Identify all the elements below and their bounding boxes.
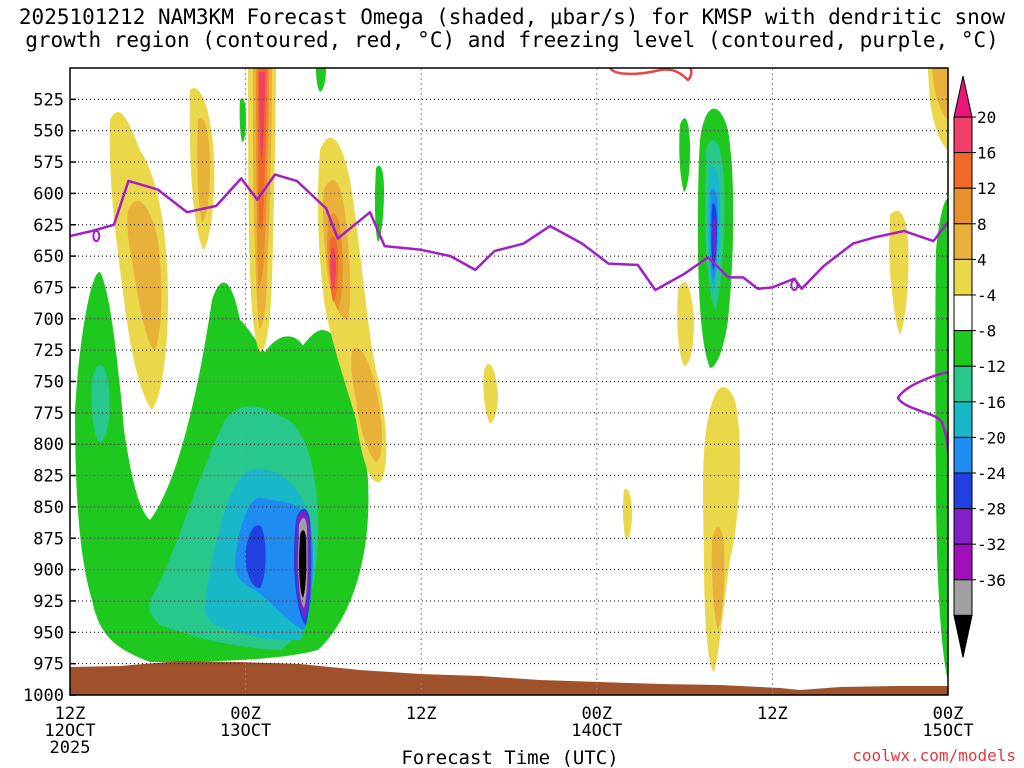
colorbar-label: -8	[977, 322, 996, 341]
y-tick-label: 750	[33, 373, 64, 393]
omega-plume-4f	[622, 488, 632, 540]
omega-band-8-small2	[239, 98, 246, 142]
x-tick-label: 13OCT	[220, 721, 271, 741]
omega-plume-8h	[711, 527, 725, 630]
x-tick-label: 12OCT	[44, 721, 95, 741]
colorbar-segment	[953, 330, 973, 367]
y-tick-label: 550	[33, 122, 64, 142]
y-tick-label: 850	[33, 498, 64, 518]
freezing-level-layer	[70, 173, 948, 453]
omega-band-12-left	[91, 365, 110, 442]
omega-band-36	[299, 530, 307, 598]
y-tick-label: 875	[33, 529, 64, 549]
y-tick-label: 600	[33, 184, 64, 204]
chart-title-line1: 2025101212 NAM3KM Forecast Omega (shaded…	[18, 5, 1006, 29]
y-tick-label: 925	[33, 592, 64, 612]
y-tick-label: 1000	[23, 686, 64, 706]
colorbar-label: 8	[977, 215, 987, 234]
omega-plume-4i	[889, 210, 909, 335]
colorbar-segment	[953, 579, 973, 616]
colorbar-segment	[953, 187, 973, 225]
y-tick-label: 800	[33, 435, 64, 455]
credit-text: coolwx.com/models	[852, 746, 1016, 765]
omega-band-8-right-edge	[935, 199, 948, 681]
y-tick-label: 525	[33, 90, 64, 110]
y-tick-label: 650	[33, 247, 64, 267]
colorbar-label: -16	[977, 393, 1006, 412]
colorbar-under-arrow	[953, 614, 973, 658]
colorbar-label: -36	[977, 571, 1006, 590]
colorbar-segment	[953, 258, 973, 296]
omega-band-8-small	[679, 118, 690, 192]
y-tick-label: 825	[33, 467, 64, 487]
freezing-level-line	[70, 173, 948, 292]
y-tick-label: 625	[33, 216, 64, 236]
x-tick-label: 00Z	[933, 704, 964, 724]
y-tick-label: 900	[33, 561, 64, 581]
x-tick-label: 15OCT	[922, 721, 973, 741]
colorbar-label: -20	[977, 428, 1006, 447]
freezing-level-closed-contour	[92, 230, 101, 243]
terrain-surface	[70, 661, 948, 695]
y-tick-label: 950	[33, 623, 64, 643]
omega-plume-8j	[932, 68, 948, 120]
x-tick-label: 12Z	[406, 704, 437, 724]
omega-band-8-strip	[374, 165, 384, 242]
freezing-level-lower-contour	[896, 370, 948, 453]
y-tick-label: 700	[33, 310, 64, 330]
omega-plume-20c	[259, 72, 265, 160]
colorbar-label: -28	[977, 500, 1006, 519]
colorbar-label: -32	[977, 535, 1006, 554]
colorbar-label: 16	[977, 144, 996, 163]
colorbar-segment	[953, 472, 973, 510]
dendritic-contour	[608, 67, 693, 82]
colorbar-label: -4	[977, 286, 996, 305]
x-tick-label: 14OCT	[571, 721, 622, 741]
colorbar-segment	[953, 508, 973, 545]
omega-plume-8a	[127, 201, 162, 350]
x-tick-label: 00Z	[581, 704, 612, 724]
colorbar-label: 12	[977, 179, 996, 198]
colorbar: 20 16 12 8 4 -4 -8 -12 -16 -20 -24 -28 -32 -36	[953, 75, 1006, 658]
omega-shading	[75, 68, 948, 681]
y-tick-label: 725	[33, 341, 64, 361]
omega-band-8-blob	[329, 535, 349, 586]
freezing-level-closed-contour	[790, 278, 799, 291]
x-tick-label: 2025	[50, 738, 91, 758]
omega-plume-4g	[677, 281, 694, 366]
x-tick-label: 12Z	[757, 704, 788, 724]
omega-band-24	[245, 525, 266, 588]
colorbar-label: -12	[977, 357, 1006, 376]
colorbar-over-arrow	[953, 75, 973, 118]
chart-title-line2: growth region (contoured, red, °C) and f…	[25, 28, 999, 52]
omega-band-8-top	[316, 68, 326, 92]
colorbar-segment	[953, 436, 973, 474]
colorbar-segment	[953, 223, 973, 260]
x-tick-label: 00Z	[230, 704, 261, 724]
x-tick-label: 12Z	[55, 704, 86, 724]
omega-band-28-right-streak	[712, 218, 716, 260]
colorbar-label: 20	[977, 108, 996, 127]
omega-plume-4h	[703, 387, 741, 672]
y-tick-label: 675	[33, 278, 64, 298]
y-tick-label: 975	[33, 655, 64, 675]
y-axis: 525 550 575 600 625 650 675 700 725 750 775 800 825 8…	[23, 90, 76, 706]
colorbar-label: 4	[977, 250, 987, 269]
colorbar-segment	[953, 401, 973, 438]
omega-plume-4e	[483, 364, 498, 424]
omega-plume-20d	[330, 247, 336, 290]
omega-plume-8e	[351, 348, 383, 462]
colorbar-segment	[953, 116, 973, 154]
colorbar-label: -24	[977, 464, 1006, 483]
omega-plume-8b	[197, 118, 210, 222]
x-axis-title: Forecast Time (UTC)	[401, 747, 618, 768]
colorbar-segment	[953, 294, 973, 332]
colorbar-segment	[953, 152, 973, 189]
y-tick-label: 575	[33, 153, 64, 173]
colorbar-segment	[953, 543, 973, 581]
colorbar-segment	[953, 365, 973, 403]
y-tick-label: 775	[33, 404, 64, 424]
